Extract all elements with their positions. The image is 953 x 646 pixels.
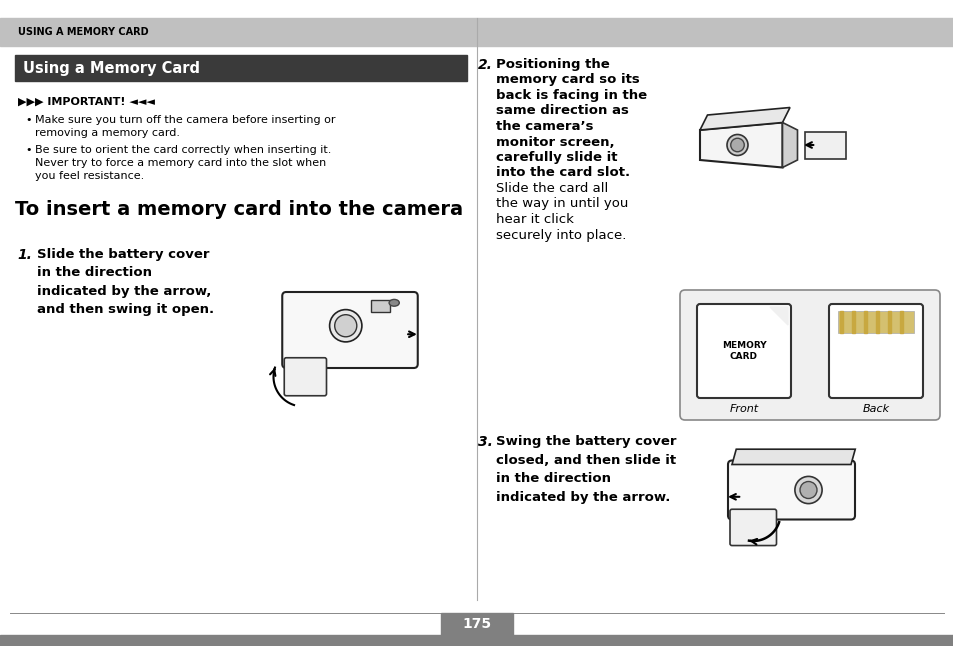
Text: Slide the battery cover
in the direction
indicated by the arrow,
and then swing : Slide the battery cover in the direction… — [37, 248, 213, 317]
Text: back is facing in the: back is facing in the — [496, 89, 646, 102]
Text: same direction as: same direction as — [496, 105, 628, 118]
Bar — [875, 312, 882, 330]
Bar — [0, 18, 953, 46]
Bar — [0, 635, 953, 646]
FancyBboxPatch shape — [729, 509, 776, 546]
Text: •: • — [25, 145, 31, 155]
Text: Back: Back — [862, 404, 888, 414]
Text: 2.: 2. — [477, 58, 493, 72]
FancyBboxPatch shape — [679, 290, 939, 420]
Text: Swing the battery cover
closed, and then slide it
in the direction
indicated by : Swing the battery cover closed, and then… — [496, 435, 676, 503]
Polygon shape — [804, 132, 845, 158]
Bar — [837, 311, 913, 333]
Bar — [440, 613, 513, 635]
Text: the way in until you: the way in until you — [496, 198, 628, 211]
Polygon shape — [731, 449, 854, 464]
Bar — [840, 312, 845, 330]
Bar — [15, 55, 467, 81]
Ellipse shape — [730, 138, 743, 152]
Text: •: • — [25, 115, 31, 125]
Text: memory card so its: memory card so its — [496, 74, 639, 87]
Text: ▶▶▶ IMPORTANT! ◄◄◄: ▶▶▶ IMPORTANT! ◄◄◄ — [18, 97, 154, 107]
Text: 175: 175 — [462, 617, 491, 631]
Bar — [902, 312, 908, 330]
Text: you feel resistance.: you feel resistance. — [35, 171, 144, 181]
Ellipse shape — [800, 481, 816, 499]
Text: Slide the card all: Slide the card all — [496, 182, 608, 195]
Ellipse shape — [726, 134, 747, 156]
Bar — [899, 311, 902, 333]
Polygon shape — [700, 123, 781, 167]
Ellipse shape — [389, 299, 399, 306]
Bar — [893, 312, 899, 330]
Text: Front: Front — [729, 404, 758, 414]
FancyBboxPatch shape — [727, 461, 854, 519]
Bar — [851, 311, 854, 333]
Ellipse shape — [329, 309, 361, 342]
Text: Using a Memory Card: Using a Memory Card — [23, 61, 200, 76]
FancyBboxPatch shape — [282, 292, 417, 368]
Bar — [840, 311, 842, 333]
Text: MEMORY
CARD: MEMORY CARD — [720, 341, 765, 361]
Bar — [371, 300, 390, 312]
Polygon shape — [769, 307, 787, 325]
Text: into the card slot.: into the card slot. — [496, 167, 630, 180]
Text: securely into place.: securely into place. — [496, 229, 626, 242]
Bar — [887, 311, 890, 333]
Polygon shape — [700, 107, 789, 130]
Text: the camera’s: the camera’s — [496, 120, 593, 133]
FancyBboxPatch shape — [284, 358, 326, 396]
Bar — [848, 312, 854, 330]
Text: USING A MEMORY CARD: USING A MEMORY CARD — [18, 27, 149, 37]
Bar — [866, 312, 872, 330]
Bar — [857, 312, 863, 330]
Bar — [875, 311, 878, 333]
Text: Make sure you turn off the camera before inserting or: Make sure you turn off the camera before… — [35, 115, 335, 125]
Text: Be sure to orient the card correctly when inserting it.: Be sure to orient the card correctly whe… — [35, 145, 331, 155]
Text: carefully slide it: carefully slide it — [496, 151, 617, 164]
Text: To insert a memory card into the camera: To insert a memory card into the camera — [15, 200, 462, 219]
Text: Never try to force a memory card into the slot when: Never try to force a memory card into th… — [35, 158, 326, 168]
Bar — [884, 312, 890, 330]
Text: 3.: 3. — [477, 435, 493, 449]
Bar — [863, 311, 866, 333]
Text: monitor screen,: monitor screen, — [496, 136, 614, 149]
FancyBboxPatch shape — [697, 304, 790, 398]
Ellipse shape — [794, 476, 821, 504]
Text: removing a memory card.: removing a memory card. — [35, 128, 180, 138]
Polygon shape — [781, 123, 797, 167]
FancyBboxPatch shape — [828, 304, 923, 398]
Text: 1.: 1. — [17, 248, 31, 262]
Text: Positioning the: Positioning the — [496, 58, 609, 71]
Text: hear it click: hear it click — [496, 213, 574, 226]
Ellipse shape — [335, 315, 356, 337]
